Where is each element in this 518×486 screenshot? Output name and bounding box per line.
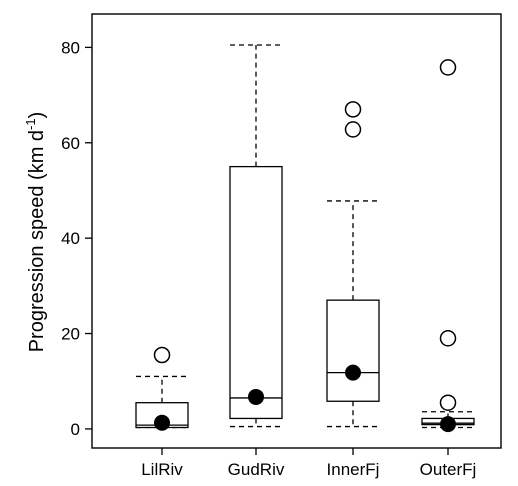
mean-point bbox=[440, 416, 456, 433]
box-GudRiv bbox=[229, 44, 283, 428]
outlier-point bbox=[344, 121, 362, 138]
y-tick-label: 0 bbox=[71, 420, 80, 439]
x-tick-label: InnerFj bbox=[327, 460, 380, 479]
outlier-point bbox=[439, 59, 457, 76]
mean-point bbox=[154, 414, 170, 431]
outlier-point bbox=[344, 101, 362, 118]
y-tick-label: 20 bbox=[61, 325, 80, 344]
y-tick-label: 80 bbox=[61, 38, 80, 57]
y-axis-title-main: Progression speed (km d bbox=[26, 130, 48, 352]
y-tick-label: 40 bbox=[61, 229, 80, 248]
x-axis: LilRiv GudRiv InnerFj OuterFj bbox=[141, 448, 476, 479]
mean-point bbox=[248, 388, 264, 405]
x-tick-label: LilRiv bbox=[141, 460, 183, 479]
outlier-point bbox=[153, 346, 171, 364]
outlier-point bbox=[439, 394, 457, 411]
y-axis-title: Progression speed (km d-1) bbox=[23, 112, 48, 353]
outlier-point bbox=[439, 330, 457, 347]
box-LilRiv bbox=[135, 346, 189, 431]
x-tick-label: OuterFj bbox=[420, 460, 477, 479]
box-series bbox=[135, 44, 475, 433]
box-InnerFj bbox=[326, 101, 380, 428]
y-tick-label: 60 bbox=[61, 134, 80, 153]
y-axis: 0 20 40 60 80 bbox=[61, 38, 92, 439]
plot-frame bbox=[91, 13, 502, 449]
interquartile-box bbox=[229, 165, 283, 420]
x-tick-label: GudRiv bbox=[228, 460, 285, 479]
box-OuterFj bbox=[421, 59, 475, 433]
interquartile-box bbox=[326, 299, 380, 402]
mean-point bbox=[345, 364, 361, 381]
y-axis-title-superscript: -1 bbox=[23, 118, 38, 130]
y-axis-title-close: ) bbox=[26, 112, 48, 119]
